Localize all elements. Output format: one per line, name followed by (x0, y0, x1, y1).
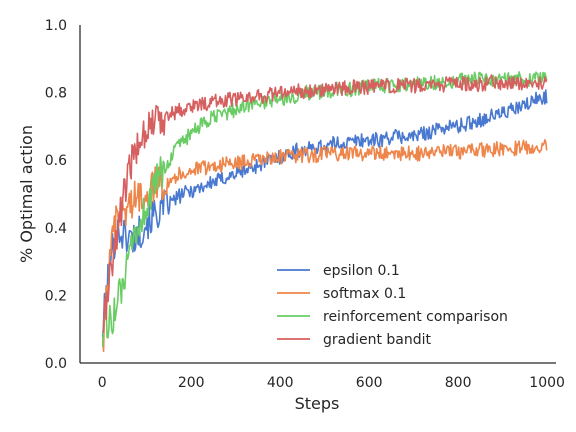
x-tick-label: 800 (445, 375, 472, 391)
series-line (101, 71, 548, 347)
legend-label: reinforcement comparison (323, 309, 508, 325)
y-tick-label: 0.0 (45, 356, 67, 372)
y-ticks: 0.0 0.2 0.4 0.6 0.8 1.0 (45, 18, 67, 372)
y-tick-label: 0.2 (45, 288, 67, 304)
x-tick-label: 1000 (529, 375, 565, 391)
y-tick-label: 1.0 (45, 18, 67, 34)
series-line (101, 139, 548, 353)
x-tick-label: 200 (178, 375, 205, 391)
series-line (102, 74, 548, 333)
x-tick-label: 400 (267, 375, 294, 391)
y-tick-label: 0.4 (45, 221, 67, 237)
y-tick-label: 0.8 (45, 86, 67, 102)
legend-label: softmax 0.1 (323, 286, 406, 302)
legend: epsilon 0.1 softmax 0.1 reinforcement comp… (277, 263, 508, 348)
x-tick-label: 0 (98, 375, 107, 391)
x-ticks: 0 200 400 600 800 1000 (98, 375, 565, 391)
legend-label: gradient bandit (323, 332, 432, 348)
y-tick-label: 0.6 (45, 153, 67, 169)
legend-label: epsilon 0.1 (323, 263, 400, 279)
axes (79, 25, 556, 364)
x-tick-label: 600 (356, 375, 383, 391)
x-axis-label: Steps (295, 394, 340, 413)
series-layer (101, 71, 548, 353)
y-axis-label: % Optimal action (17, 125, 36, 263)
